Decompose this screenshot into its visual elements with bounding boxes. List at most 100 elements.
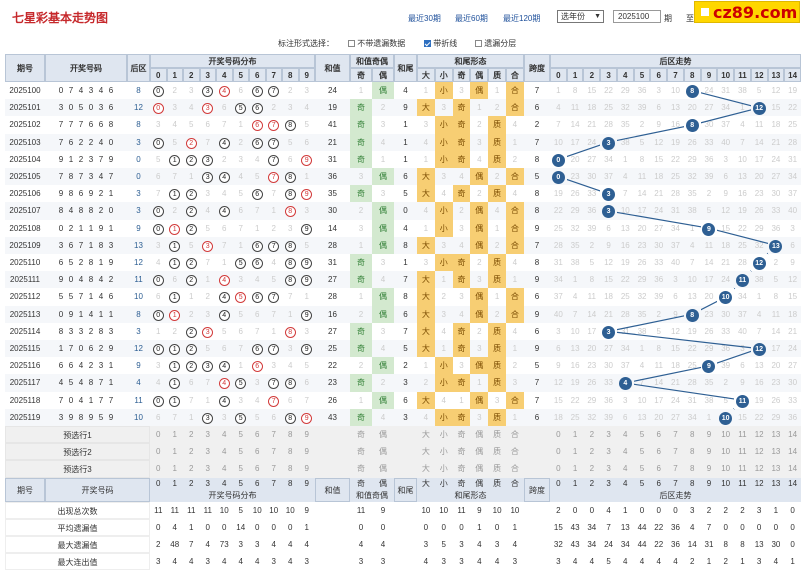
preselect-back-cell[interactable]: 10	[717, 460, 735, 478]
option-polyline[interactable]: 带折线	[424, 38, 457, 49]
preselect-back-cell[interactable]: 7	[667, 443, 684, 461]
preselect-back-cell[interactable]: 11	[734, 443, 751, 461]
preselect-back-cell[interactable]: 2	[583, 460, 601, 478]
preselect-back-cell[interactable]: 5	[633, 443, 651, 461]
preselect-shape-cell[interactable]: 合	[506, 443, 524, 461]
preselect-back-cell[interactable]: 0	[550, 460, 567, 478]
checkbox-icon[interactable]	[475, 40, 482, 47]
preselect-even-cell[interactable]: 偶	[372, 443, 394, 461]
preselect-back-cell[interactable]: 1	[566, 443, 584, 461]
preselect-shape-cell[interactable]: 奇	[452, 426, 471, 444]
preselect-dist-cell[interactable]: 8	[282, 426, 299, 444]
preselect-even-cell[interactable]: 偶	[372, 426, 394, 444]
option-omission-layer[interactable]: 遗漏分层	[475, 38, 516, 49]
preselect-back-cell[interactable]: 2	[583, 443, 601, 461]
issue-input[interactable]: 2025100	[613, 10, 661, 23]
preselect-dist-cell[interactable]: 5	[232, 426, 249, 444]
preselect-dist-cell[interactable]: 6	[249, 460, 266, 478]
preselect-dist-cell[interactable]: 0	[150, 460, 167, 478]
preselect-back-cell[interactable]: 3	[600, 426, 617, 444]
link-recent-60[interactable]: 最近60期	[455, 14, 488, 23]
preselect-dist-cell[interactable]: 3	[199, 443, 216, 461]
preselect-dist-cell[interactable]: 3	[199, 460, 216, 478]
preselect-dist-cell[interactable]: 8	[282, 443, 299, 461]
preselect-back-cell[interactable]: 5	[633, 460, 651, 478]
preselect-dist-cell[interactable]: 5	[232, 443, 249, 461]
preselect-shape-cell[interactable]: 大	[417, 460, 435, 478]
preselect-odd-cell[interactable]: 奇	[350, 426, 372, 444]
preselect-even-cell[interactable]: 偶	[372, 460, 394, 478]
preselect-dist-cell[interactable]: 9	[298, 443, 315, 461]
link-recent-30[interactable]: 最近30期	[408, 14, 441, 23]
preselect-dist-cell[interactable]: 9	[298, 426, 315, 444]
preselect-back-cell[interactable]: 11	[734, 460, 751, 478]
preselect-back-cell[interactable]: 6	[650, 460, 668, 478]
preselect-odd-cell[interactable]: 奇	[350, 460, 372, 478]
preselect-back-cell[interactable]: 8	[683, 426, 701, 444]
preselect-back-cell[interactable]: 14	[784, 460, 801, 478]
preselect-back-cell[interactable]: 10	[717, 443, 735, 461]
preselect-back-cell[interactable]: 1	[566, 426, 584, 444]
preselect-dist-cell[interactable]: 1	[166, 460, 183, 478]
option-no-omission[interactable]: 不带遗漏数据	[348, 38, 405, 49]
preselect-back-cell[interactable]: 0	[550, 443, 567, 461]
preselect-back-cell[interactable]: 13	[767, 426, 785, 444]
preselect-back-cell[interactable]: 5	[633, 426, 651, 444]
preselect-back-cell[interactable]: 7	[667, 426, 684, 444]
preselect-dist-cell[interactable]: 6	[249, 426, 266, 444]
preselect-shape-cell[interactable]: 偶	[470, 443, 489, 461]
preselect-shape-cell[interactable]: 奇	[452, 443, 471, 461]
preselect-dist-cell[interactable]: 4	[216, 443, 233, 461]
preselect-back-cell[interactable]: 2	[583, 426, 601, 444]
preselect-dist-cell[interactable]: 4	[216, 426, 233, 444]
preselect-dist-cell[interactable]: 3	[199, 426, 216, 444]
preselect-shape-cell[interactable]: 质	[488, 443, 506, 461]
preselect-dist-cell[interactable]: 2	[183, 426, 200, 444]
preselect-dist-cell[interactable]: 9	[298, 460, 315, 478]
preselect-back-cell[interactable]: 9	[700, 426, 718, 444]
preselect-shape-cell[interactable]: 合	[506, 426, 524, 444]
preselect-dist-cell[interactable]: 4	[216, 460, 233, 478]
preselect-dist-cell[interactable]: 7	[265, 460, 282, 478]
preselect-dist-cell[interactable]: 1	[166, 426, 183, 444]
preselect-back-cell[interactable]: 4	[616, 426, 634, 444]
preselect-shape-cell[interactable]: 质	[488, 460, 506, 478]
preselect-back-cell[interactable]: 8	[683, 443, 701, 461]
preselect-shape-cell[interactable]: 小	[434, 426, 453, 444]
preselect-dist-cell[interactable]: 0	[150, 443, 167, 461]
preselect-dist-cell[interactable]: 6	[249, 443, 266, 461]
preselect-dist-cell[interactable]: 8	[282, 460, 299, 478]
link-recent-120[interactable]: 最近120期	[503, 14, 541, 23]
preselect-back-cell[interactable]: 1	[566, 460, 584, 478]
preselect-shape-cell[interactable]: 大	[417, 426, 435, 444]
preselect-back-cell[interactable]: 4	[616, 460, 634, 478]
preselect-shape-cell[interactable]: 小	[434, 443, 453, 461]
preselect-dist-cell[interactable]: 0	[150, 426, 167, 444]
preselect-back-cell[interactable]: 10	[717, 426, 735, 444]
preselect-dist-cell[interactable]: 7	[265, 443, 282, 461]
preselect-back-cell[interactable]: 4	[616, 443, 634, 461]
preselect-back-cell[interactable]: 13	[767, 443, 785, 461]
preselect-shape-cell[interactable]: 合	[506, 460, 524, 478]
preselect-shape-cell[interactable]: 质	[488, 426, 506, 444]
preselect-back-cell[interactable]: 6	[650, 443, 668, 461]
preselect-shape-cell[interactable]: 偶	[470, 460, 489, 478]
preselect-shape-cell[interactable]: 小	[434, 460, 453, 478]
preselect-back-cell[interactable]: 3	[600, 443, 617, 461]
preselect-back-cell[interactable]: 13	[767, 460, 785, 478]
preselect-shape-cell[interactable]: 奇	[452, 460, 471, 478]
preselect-back-cell[interactable]: 7	[667, 460, 684, 478]
year-select[interactable]: 选年份 ▼	[557, 10, 604, 23]
preselect-dist-cell[interactable]: 5	[232, 460, 249, 478]
preselect-dist-cell[interactable]: 1	[166, 443, 183, 461]
checkbox-icon[interactable]	[348, 40, 355, 47]
preselect-dist-cell[interactable]: 2	[183, 460, 200, 478]
preselect-dist-cell[interactable]: 2	[183, 443, 200, 461]
preselect-back-cell[interactable]: 6	[650, 426, 668, 444]
preselect-dist-cell[interactable]: 7	[265, 426, 282, 444]
checkbox-checked-icon[interactable]	[424, 40, 431, 47]
preselect-back-cell[interactable]: 3	[600, 460, 617, 478]
preselect-back-cell[interactable]: 14	[784, 443, 801, 461]
preselect-shape-cell[interactable]: 大	[417, 443, 435, 461]
preselect-back-cell[interactable]: 12	[750, 460, 768, 478]
